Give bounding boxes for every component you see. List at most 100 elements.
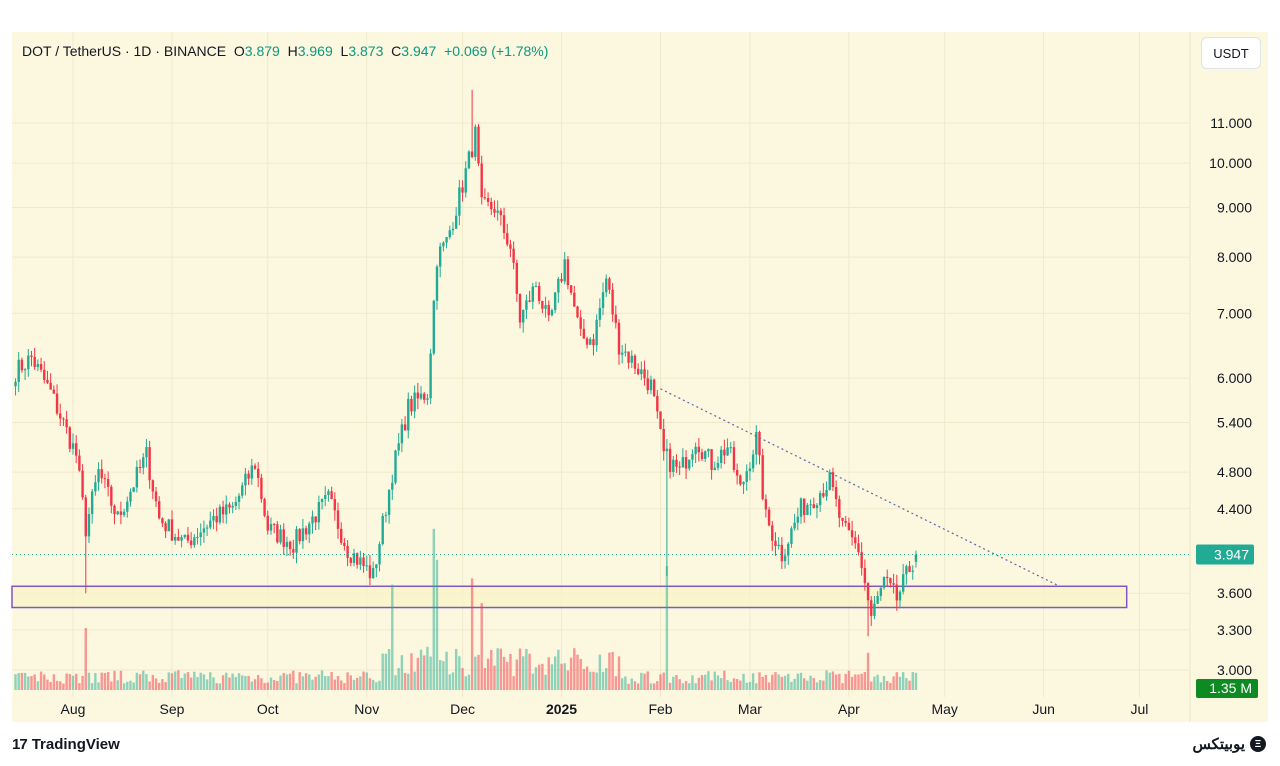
candle-body: [375, 564, 378, 569]
candle-body: [901, 574, 905, 592]
last-volume-label: 1.35 M: [1209, 680, 1252, 696]
candle-body: [209, 520, 212, 528]
candle-body: [167, 519, 170, 532]
volume-bar: [502, 656, 506, 690]
candle-body: [633, 355, 637, 369]
volume-bar: [627, 683, 630, 690]
candle-body: [592, 339, 595, 346]
candle-body: [745, 471, 748, 482]
candle-body: [269, 524, 273, 531]
candle-body: [490, 201, 493, 210]
volume-bar: [100, 672, 103, 690]
candle-body: [502, 215, 506, 234]
volume-bar: [340, 680, 343, 690]
volume-bar: [276, 681, 279, 690]
volume-bar: [461, 668, 464, 690]
y-tick-label: 7.000: [1217, 305, 1252, 321]
volume-bar: [253, 679, 257, 690]
high-value: 3.969: [297, 43, 333, 59]
volume-bar: [110, 681, 113, 690]
candle-body: [74, 443, 78, 456]
candle-body: [212, 516, 215, 521]
volume-bar: [138, 674, 142, 690]
candle-body: [231, 505, 234, 508]
volume-bar: [65, 673, 68, 690]
candle-body: [873, 603, 876, 616]
volume-bar: [330, 672, 333, 690]
candle-body: [445, 237, 448, 243]
volume-bar: [486, 658, 490, 690]
candle-body: [173, 537, 177, 541]
volume-bar: [601, 671, 605, 690]
volume-bar: [480, 603, 483, 690]
volume-bar: [534, 667, 538, 690]
x-tick-label: May: [931, 701, 957, 717]
candle-body: [617, 322, 621, 355]
volume-bar: [579, 658, 582, 690]
volume-bar: [355, 677, 359, 690]
volume-bar: [59, 681, 62, 690]
volume-bar: [745, 682, 748, 690]
volume-bar: [451, 672, 455, 690]
volume-bar: [68, 674, 72, 690]
volume-bar: [298, 672, 301, 690]
volume-bar: [256, 675, 260, 690]
candle-body: [193, 537, 196, 546]
x-tick-label: Jun: [1032, 701, 1055, 717]
candle-body: [142, 457, 145, 468]
candle-body: [384, 514, 388, 516]
volume-bar: [394, 675, 397, 690]
volume-bar: [317, 674, 321, 690]
candle-body: [180, 537, 183, 541]
volume-bar: [333, 679, 337, 690]
tradingview-icon: 17: [12, 736, 28, 753]
volume-bar: [643, 673, 646, 690]
currency-button[interactable]: USDT: [1201, 37, 1261, 69]
volume-bar: [662, 672, 665, 690]
candle-body: [113, 505, 116, 515]
candle-body: [563, 259, 566, 282]
symbol-legend: DOT / TetherUS · 1D · BINANCE O3.879 H3.…: [22, 43, 548, 59]
volume-bar: [774, 672, 777, 690]
volume-bar: [506, 661, 509, 690]
candle-body: [771, 525, 774, 541]
volume-bar: [847, 670, 851, 690]
candle-body: [454, 215, 458, 229]
candle-body: [397, 443, 400, 451]
volume-bar: [78, 683, 81, 690]
volume-bar: [815, 682, 819, 690]
volume-bar: [914, 672, 918, 690]
candle-body: [215, 516, 218, 523]
volume-bar: [838, 673, 841, 690]
volume-bar: [43, 674, 46, 690]
candle-body: [276, 524, 279, 543]
volume-bar: [279, 675, 282, 690]
volume-bar: [416, 657, 420, 690]
candle-body: [729, 447, 732, 449]
volume-bar: [164, 682, 167, 690]
volume-bar: [678, 679, 681, 690]
candle-body: [30, 355, 33, 357]
volume-bar: [285, 674, 289, 690]
volume-bar: [429, 656, 432, 690]
volume-bar: [241, 675, 244, 690]
candle-body: [739, 475, 742, 485]
candle-body: [183, 534, 186, 538]
candle-body: [90, 491, 94, 515]
candle-body: [898, 591, 902, 601]
volume-bar: [94, 672, 97, 690]
volume-bar: [87, 672, 91, 690]
volume-bar: [375, 682, 378, 690]
candle-body: [470, 151, 474, 158]
volume-bar: [614, 676, 618, 690]
tradingview-logo[interactable]: 17 TradingView: [12, 736, 120, 753]
volume-bar: [266, 682, 269, 690]
volume-bar: [263, 683, 266, 690]
candle-body: [818, 493, 822, 506]
volume-bar: [844, 673, 847, 690]
x-tick-label: Aug: [61, 701, 86, 717]
candle-body: [713, 467, 716, 470]
volume-bar: [413, 671, 416, 690]
volume-bar: [119, 670, 123, 690]
